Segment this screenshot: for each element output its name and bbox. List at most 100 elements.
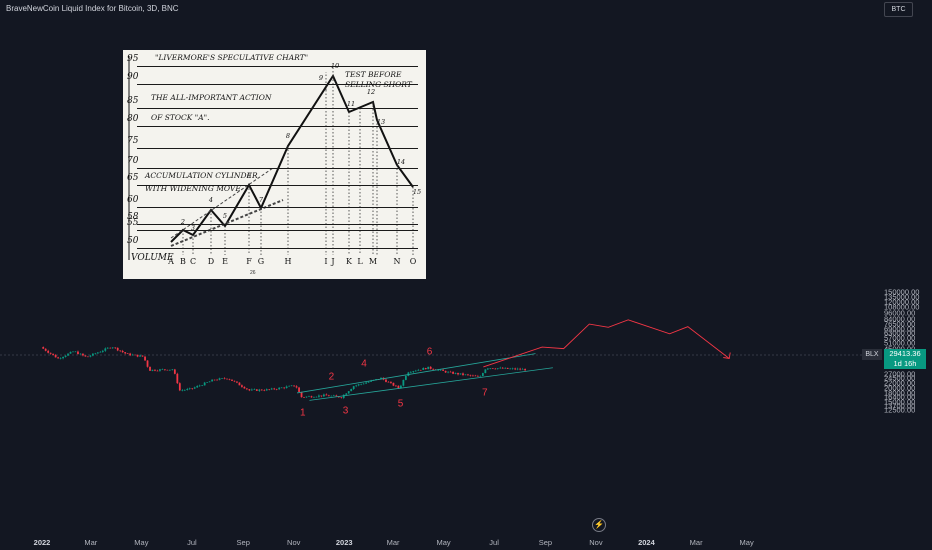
inset-volume-letter: O: [409, 257, 417, 266]
candle-body: [275, 389, 278, 390]
candle-body: [308, 396, 310, 397]
candle-body: [44, 348, 47, 351]
price-tick: 69000.00: [884, 324, 916, 334]
projection-line: [483, 319, 730, 368]
inset-volume-label: VOLUME: [131, 253, 174, 263]
candle-body: [258, 389, 261, 391]
candle-body: [221, 378, 223, 379]
candle-body: [342, 394, 345, 398]
candle-body: [283, 387, 286, 389]
candle-body: [404, 375, 407, 380]
inset-price-label: 58: [127, 212, 139, 222]
inset-point-label: 5: [222, 212, 228, 220]
candle-body: [139, 355, 141, 357]
candle-body: [91, 353, 94, 356]
inset-volume-letter: F: [246, 257, 252, 266]
time-tick: Mar: [386, 538, 400, 547]
time-tick: 2024: [638, 538, 655, 547]
candle-body: [273, 388, 276, 390]
candle-body: [161, 369, 164, 370]
inset-point-label: 2: [180, 218, 186, 226]
inset-volume-letter: B: [180, 257, 186, 266]
price-tick: 20000.00: [884, 383, 916, 393]
candle-body: [84, 355, 87, 357]
price-tick: 24500.00: [884, 373, 916, 383]
candle-body: [477, 376, 479, 377]
channel-line: [309, 367, 553, 401]
candlestick-series: [42, 346, 526, 400]
candle-body: [79, 353, 82, 355]
inset-note-test: TEST BEFORE: [345, 70, 402, 79]
candle-body: [516, 368, 519, 370]
inset-point-label: 13: [376, 118, 386, 126]
channel-line: [296, 353, 536, 394]
candle-body: [260, 389, 263, 391]
inset-volume-letter: D: [207, 257, 215, 266]
projection-path: [483, 319, 731, 368]
currency-button[interactable]: BTC: [884, 2, 913, 17]
wave-label: 7: [482, 387, 488, 399]
time-tick: Sep: [236, 538, 250, 547]
candle-body: [494, 368, 497, 370]
last-price-tag: 29413.36 1d 16h: [884, 349, 926, 369]
candle-body: [340, 397, 343, 398]
candle-body: [489, 368, 492, 369]
candle-body: [188, 388, 191, 389]
candle-body: [104, 348, 107, 351]
candle-body: [111, 347, 114, 349]
bar-countdown: 1d 16h: [893, 359, 917, 368]
candle-body: [49, 352, 52, 354]
candle-body: [362, 383, 365, 385]
inset-grid-line: [137, 84, 418, 85]
candle-body: [392, 382, 395, 386]
inset-volume-letter: K: [346, 257, 352, 266]
candle-body: [54, 354, 57, 358]
inset-price-label: 65: [127, 173, 139, 183]
candle-body: [347, 391, 350, 394]
candle-body: [171, 369, 174, 371]
candle-body: [223, 378, 226, 379]
candle-body: [268, 389, 271, 390]
candle-body: [305, 396, 308, 398]
candle-body: [218, 378, 221, 380]
candle-body: [399, 385, 402, 389]
candle-body: [330, 395, 333, 397]
candle-body: [96, 352, 99, 354]
candle-body: [131, 354, 134, 356]
candle-body: [248, 389, 251, 391]
candle-body: [300, 391, 303, 398]
candle-body: [191, 388, 194, 389]
candle-body: [206, 382, 209, 383]
candle-body: [213, 379, 216, 381]
livermore-drawing: [128, 56, 414, 260]
projection-arrow-head: [723, 352, 731, 360]
inset-point-label: 7: [258, 196, 264, 204]
candle-body: [409, 372, 412, 373]
candle-body: [295, 386, 298, 388]
candle-body: [454, 372, 457, 374]
candle-body: [380, 377, 382, 380]
inset-grid-line: [137, 108, 418, 109]
candle-body: [352, 386, 355, 389]
candle-body: [67, 353, 69, 356]
wave-label: 5: [397, 398, 404, 410]
candle-body: [315, 396, 318, 398]
inset-price-label: 85: [127, 96, 139, 106]
candle-body: [173, 369, 176, 374]
candle-body: [357, 384, 360, 386]
candle-body: [69, 351, 72, 354]
lightning-icon[interactable]: ⚡: [592, 518, 606, 532]
candle-body: [265, 389, 268, 391]
candle-body: [521, 369, 524, 370]
candle-body: [442, 369, 445, 371]
candle-body: [211, 379, 214, 382]
candle-body: [250, 389, 253, 391]
time-tick: May: [436, 538, 451, 547]
candle-body: [255, 389, 258, 391]
inset-note-selling: SELLING SHORT: [345, 80, 412, 89]
price-tick: 63000.00: [884, 328, 916, 338]
candle-body: [457, 372, 459, 375]
candle-body: [387, 381, 390, 383]
candle-body: [397, 385, 400, 389]
